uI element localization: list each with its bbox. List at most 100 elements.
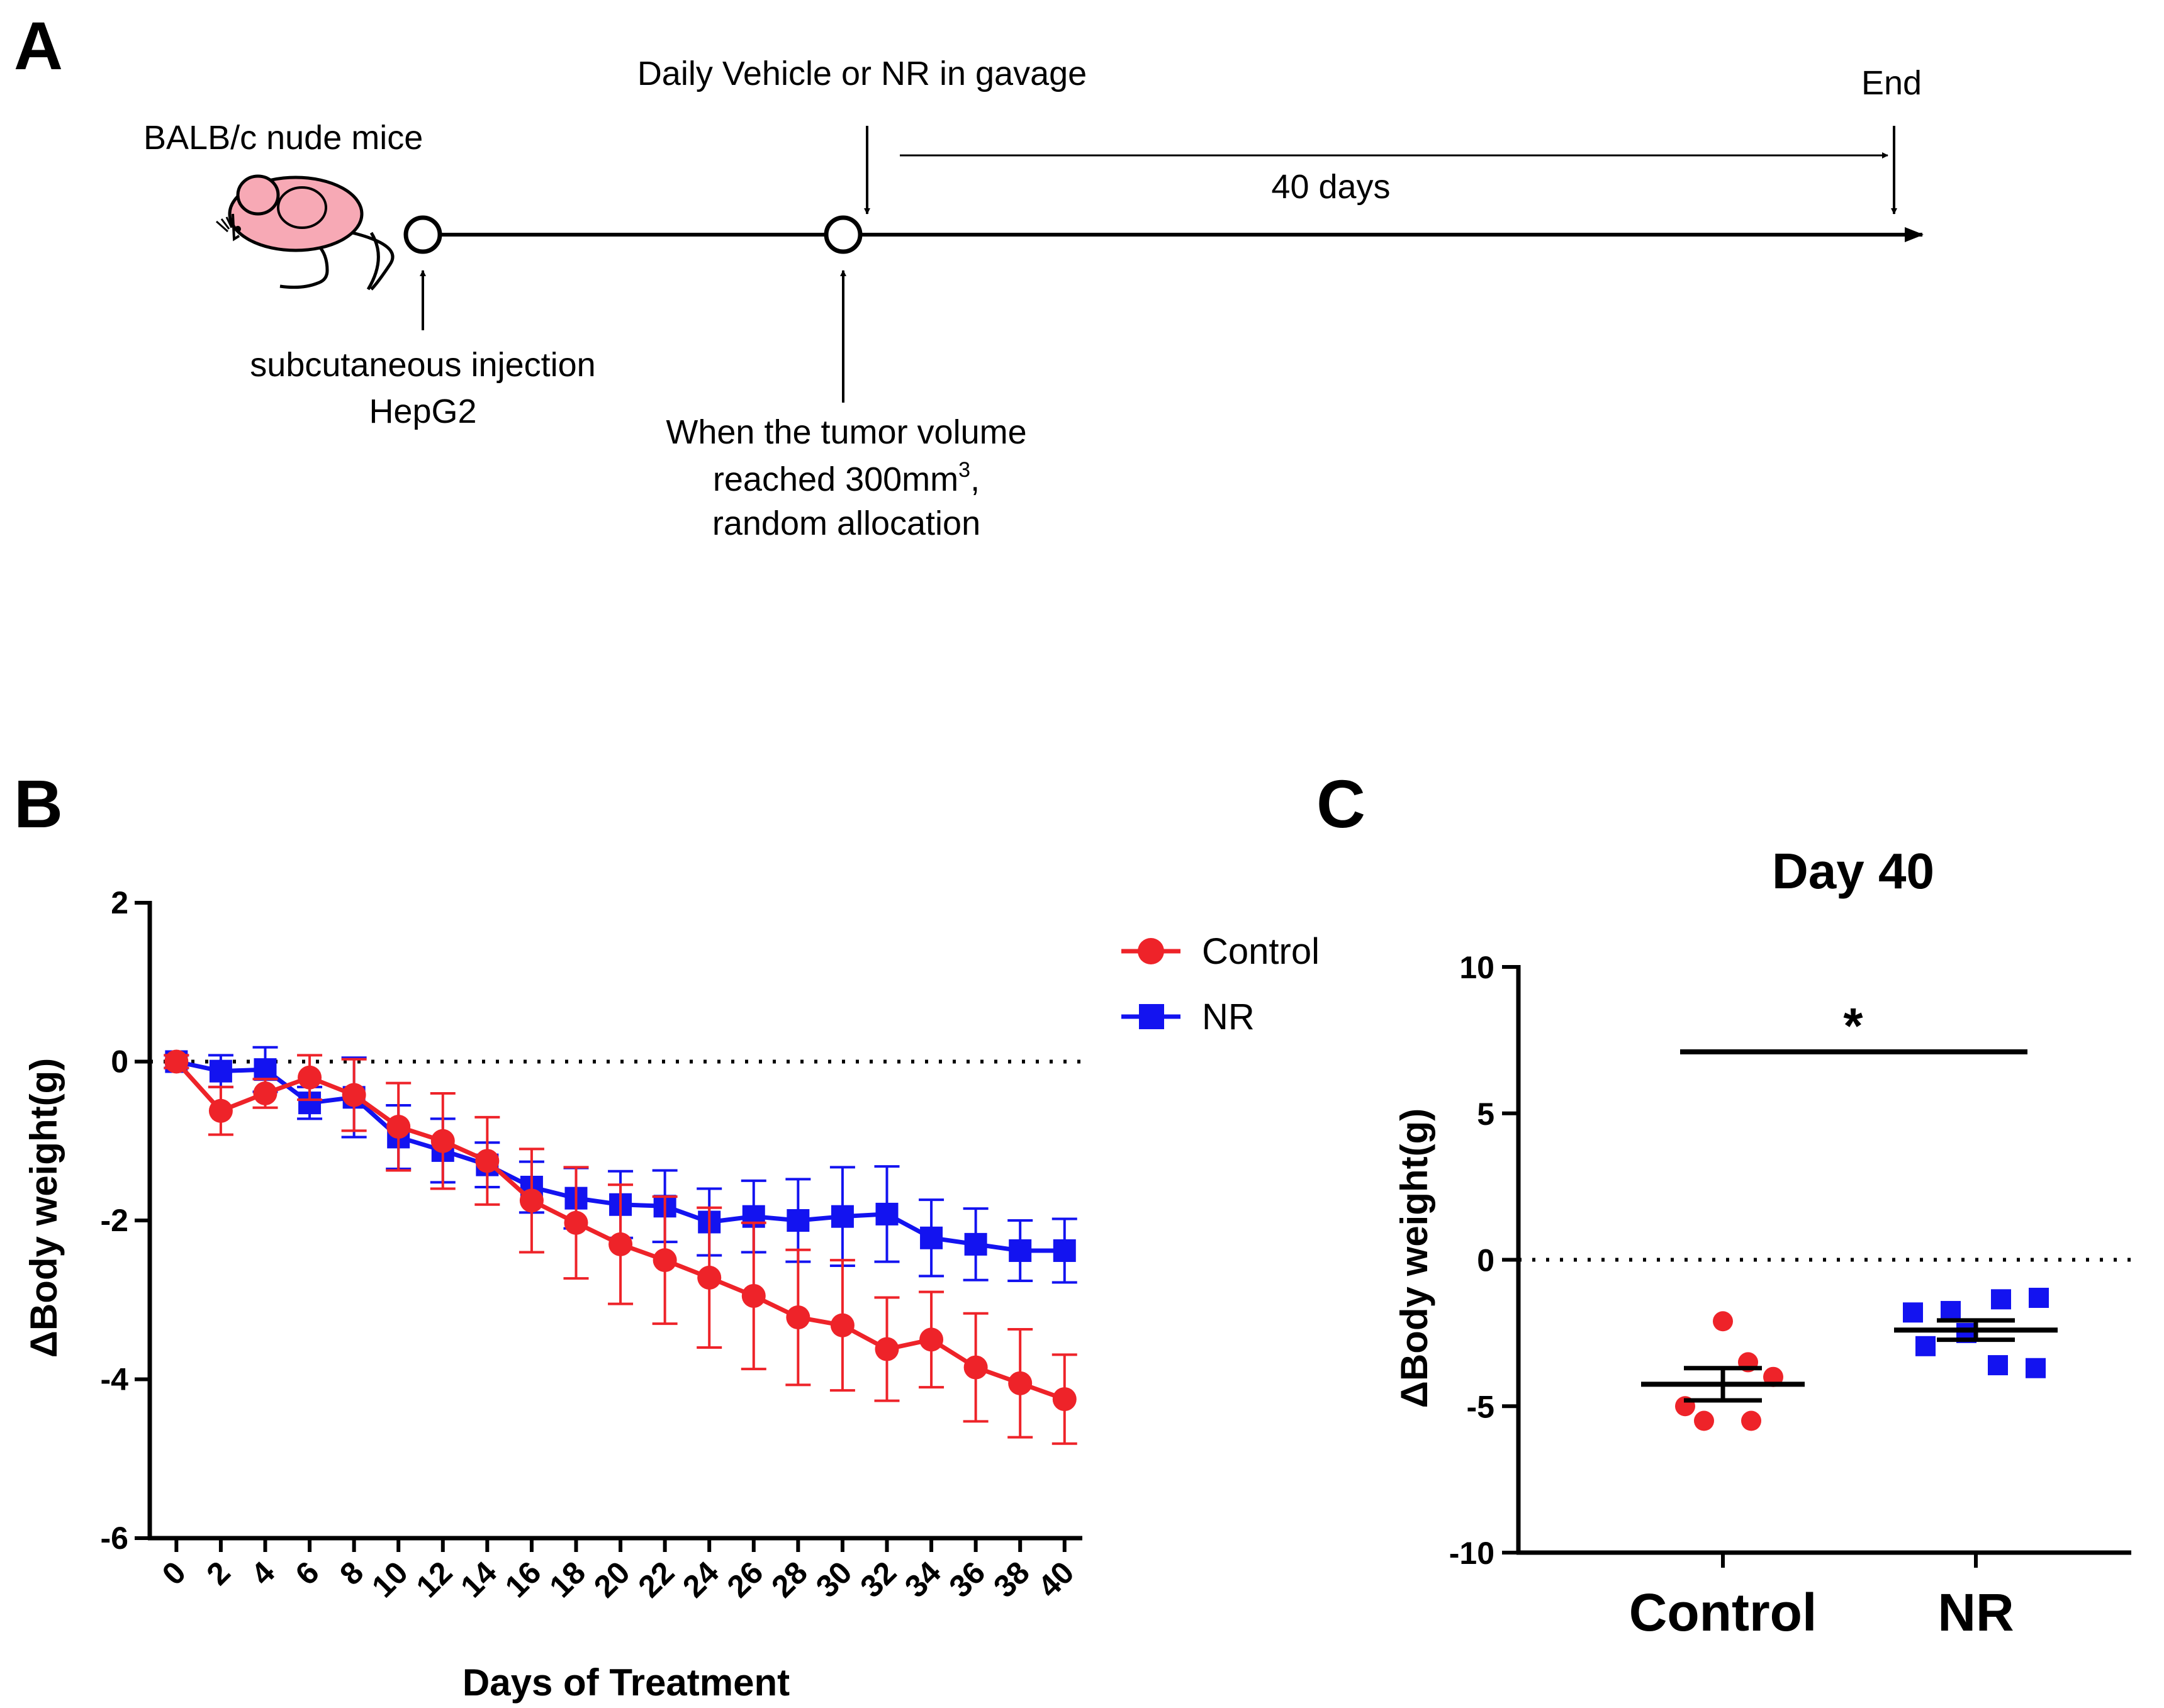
- data-point: [1941, 1300, 1961, 1321]
- category-label: Control: [1629, 1583, 1817, 1642]
- treatment-label: Daily Vehicle or NR in gavage: [637, 55, 1087, 92]
- x-tick-label: 20: [587, 1555, 637, 1604]
- panel-b-label: B: [14, 766, 63, 842]
- group-nr: [1894, 1288, 2058, 1378]
- end-label: End: [1861, 64, 1922, 102]
- chart-c: Day 40 10 5 0 -5 -10 Control NR ΔBody weight(g) *: [1393, 843, 2131, 1642]
- data-point: [741, 1283, 766, 1308]
- data-point: [964, 1232, 987, 1256]
- mouse-icon: [216, 174, 395, 291]
- x-tick-label: 16: [498, 1555, 548, 1604]
- data-point: [697, 1265, 722, 1290]
- legend-label: NR: [1202, 996, 1255, 1037]
- data-point: [1915, 1336, 1936, 1356]
- x-tick-label: 18: [542, 1555, 592, 1604]
- panel-b: B 20-2-4-60 2 4 6 81012141618202224262830323…: [14, 766, 1320, 1704]
- species-label: BALB/c nude mice: [143, 119, 423, 157]
- x-tick-label: 28: [765, 1555, 814, 1604]
- data-point: [1713, 1311, 1733, 1332]
- data-point: [787, 1209, 810, 1232]
- injection-label-line1: subcutaneous injection: [250, 346, 595, 384]
- y-tick-label: 10: [1459, 950, 1494, 985]
- category-label: NR: [1937, 1583, 2014, 1642]
- x-tick-label: 36: [942, 1555, 992, 1604]
- data-point: [430, 1129, 455, 1153]
- panel-a: A BALB/c nude mice Daily Vehicle or NR i…: [14, 8, 1924, 542]
- data-point: [1741, 1410, 1761, 1431]
- data-point: [786, 1305, 810, 1330]
- x-tick-label: 14: [454, 1555, 503, 1604]
- x-tick-label: 4: [244, 1555, 281, 1592]
- data-point: [208, 1098, 233, 1123]
- x-tick-label: 26: [720, 1555, 770, 1604]
- data-point: [253, 1081, 278, 1105]
- y-tick-label: 0: [1477, 1243, 1494, 1278]
- data-point: [1903, 1302, 1923, 1323]
- allocation-label-line3: random allocation: [712, 505, 980, 542]
- duration-label: 40 days: [1271, 168, 1390, 206]
- y-tick-label: -5: [1467, 1389, 1494, 1424]
- allocation-label-line2-text: reached 300mm: [713, 460, 958, 498]
- x-tick-label: 24: [676, 1555, 726, 1604]
- allocation-label-line2: reached 300mm3,: [713, 458, 980, 498]
- data-point: [342, 1083, 366, 1107]
- data-point: [1694, 1410, 1714, 1431]
- x-axis-title: Days of Treatment: [463, 1661, 790, 1704]
- y-tick-label: 0: [111, 1044, 128, 1080]
- legend-marker: [1138, 938, 1164, 964]
- x-tick-label: 8: [333, 1555, 370, 1592]
- x-tick-label: 12: [410, 1555, 459, 1604]
- y-tick-label: -2: [101, 1203, 128, 1238]
- x-tick-label: 40: [1031, 1555, 1081, 1604]
- data-point: [254, 1058, 277, 1081]
- data-point: [1008, 1371, 1033, 1395]
- y-tick-label: -6: [101, 1521, 128, 1556]
- series-control: [164, 1049, 1077, 1445]
- data-point: [2026, 1358, 2046, 1378]
- x-tick-label: 10: [365, 1555, 415, 1604]
- data-point: [2029, 1288, 2049, 1309]
- y-axis-title: ΔBody weight(g): [1393, 1108, 1435, 1408]
- data-point: [830, 1313, 855, 1337]
- injection-point-icon: [403, 215, 442, 254]
- x-tick-label: 34: [898, 1555, 948, 1604]
- data-point: [1009, 1239, 1032, 1262]
- x-tick-label: 6: [289, 1555, 326, 1592]
- y-tick-label: -10: [1449, 1536, 1494, 1571]
- chart-b: 20-2-4-60 2 4 6 8101214161820222426283032343…: [23, 885, 1320, 1704]
- y-tick-label: 5: [1477, 1097, 1494, 1132]
- data-point: [298, 1065, 322, 1090]
- y-axis-title: ΔBody weight(g): [23, 1058, 65, 1358]
- x-tick-label: 2: [199, 1555, 237, 1592]
- x-tick-label: 30: [809, 1555, 859, 1604]
- y-tick-label: 2: [111, 885, 128, 920]
- significance-star: *: [1843, 998, 1863, 1054]
- allocation-label-comma: ,: [970, 460, 980, 498]
- allocation-label-superscript: 3: [958, 458, 970, 482]
- data-point: [1052, 1387, 1077, 1412]
- data-point: [653, 1248, 677, 1273]
- legend: Control NR: [1121, 931, 1320, 1037]
- data-point: [519, 1188, 544, 1213]
- legend-label: Control: [1202, 931, 1320, 972]
- data-point: [608, 1232, 633, 1256]
- data-point: [875, 1202, 899, 1225]
- data-point: [1991, 1289, 2011, 1310]
- data-point: [831, 1205, 854, 1228]
- data-point: [386, 1115, 411, 1139]
- legend-marker: [1139, 1004, 1164, 1029]
- group-control: [1641, 1311, 1805, 1431]
- chart-title: Day 40: [1772, 843, 1934, 899]
- data-point: [919, 1327, 944, 1352]
- x-tick-label: 0: [155, 1555, 193, 1592]
- data-point: [875, 1337, 899, 1361]
- data-point: [1988, 1355, 2008, 1376]
- allocation-point-icon: [824, 215, 863, 254]
- x-tick-label: 32: [853, 1555, 903, 1604]
- panel-c-label: C: [1316, 766, 1365, 842]
- allocation-label-line1: When the tumor volume: [666, 413, 1026, 451]
- data-point: [564, 1210, 588, 1235]
- data-point: [920, 1226, 943, 1249]
- panel-c: C Day 40 10 5 0 -5 -10 Control NR ΔBody weight(g…: [1316, 766, 2131, 1642]
